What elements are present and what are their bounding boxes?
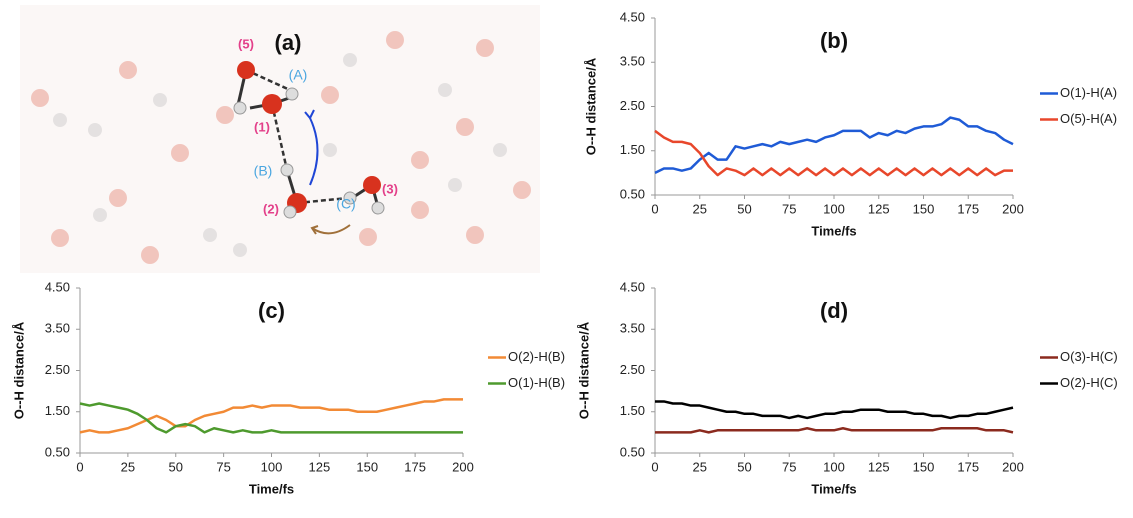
legend-label: O(3)-H(C) [1060,349,1118,364]
x-tick-label: 150 [356,459,378,474]
hydrogen-label: (A) [289,67,308,83]
x-tick-label: 75 [216,459,230,474]
data-line [655,428,1013,432]
y-axis-title: O--H distance/Å [11,321,26,419]
atom-label: (1) [254,119,270,134]
x-axis-title: Time/fs [249,481,294,496]
x-tick-label: 50 [737,459,751,474]
legend-label: O(2)-H(B) [508,349,565,364]
y-tick-label: 3.50 [620,54,645,69]
legend-label: O(2)-H(C) [1060,375,1118,390]
x-tick-label: 75 [782,459,796,474]
atom-label: (3) [382,181,398,196]
x-tick-label: 50 [169,459,183,474]
data-line [80,404,463,433]
x-tick-label: 125 [309,459,331,474]
atom-label: (2) [263,201,279,216]
x-tick-label: 200 [1002,459,1024,474]
x-tick-label: 0 [76,459,83,474]
x-tick-label: 0 [651,201,658,216]
x-tick-label: 25 [693,459,707,474]
y-axis-title: O--H distance/Å [576,321,591,419]
hydrogen-label: (C) [336,196,355,212]
y-tick-label: 4.50 [620,279,645,294]
x-tick-label: 175 [957,201,979,216]
x-tick-label: 150 [913,459,935,474]
chart-title: (b) [820,28,848,53]
x-axis-title: Time/fs [811,481,856,496]
x-tick-label: 100 [823,459,845,474]
y-tick-label: 4.50 [45,279,70,294]
x-tick-label: 200 [452,459,474,474]
x-tick-label: 50 [737,201,751,216]
hydrogen-label: (B) [254,163,273,179]
y-tick-label: 4.50 [620,9,645,24]
x-tick-label: 100 [823,201,845,216]
page: {"molecule_panel": {"title": "(a)", "ato… [0,0,1133,518]
y-tick-label: 3.50 [45,321,70,336]
y-tick-label: 0.50 [620,444,645,459]
y-axis-title: O--H distance/Å [583,57,598,155]
x-tick-label: 100 [261,459,283,474]
y-tick-label: 3.50 [620,321,645,336]
molecule-panel: (a) (5) (1) (2) (3) (A) (B) (C) [20,5,540,273]
data-line [80,399,463,432]
x-axis-title: Time/fs [811,223,856,238]
y-tick-label: 2.50 [45,362,70,377]
x-tick-label: 25 [121,459,135,474]
data-line [655,401,1013,418]
y-tick-label: 0.50 [620,186,645,201]
legend-label: O(1)-H(A) [1060,85,1117,100]
x-tick-label: 25 [693,201,707,216]
y-tick-label: 1.50 [620,403,645,418]
y-tick-label: 0.50 [45,444,70,459]
legend-label: O(1)-H(B) [508,375,565,390]
atom-label: (5) [238,36,254,51]
x-tick-label: 75 [782,201,796,216]
x-tick-label: 175 [957,459,979,474]
legend-label: O(5)-H(A) [1060,111,1117,126]
x-tick-label: 200 [1002,201,1024,216]
chart-title: (c) [258,298,285,323]
figure: (a) (5) (1) (2) (3) (A) (B) (C) 0.50 1.50… [0,0,1133,518]
chart-title: (d) [820,298,848,323]
x-tick-label: 0 [651,459,658,474]
y-tick-label: 2.50 [620,98,645,113]
y-tick-label: 1.50 [45,403,70,418]
y-tick-label: 1.50 [620,142,645,157]
x-tick-label: 150 [913,201,935,216]
x-tick-label: 125 [868,459,890,474]
x-tick-label: 125 [868,201,890,216]
y-tick-label: 2.50 [620,362,645,377]
panel-title: (a) [275,30,302,55]
x-tick-label: 175 [404,459,426,474]
